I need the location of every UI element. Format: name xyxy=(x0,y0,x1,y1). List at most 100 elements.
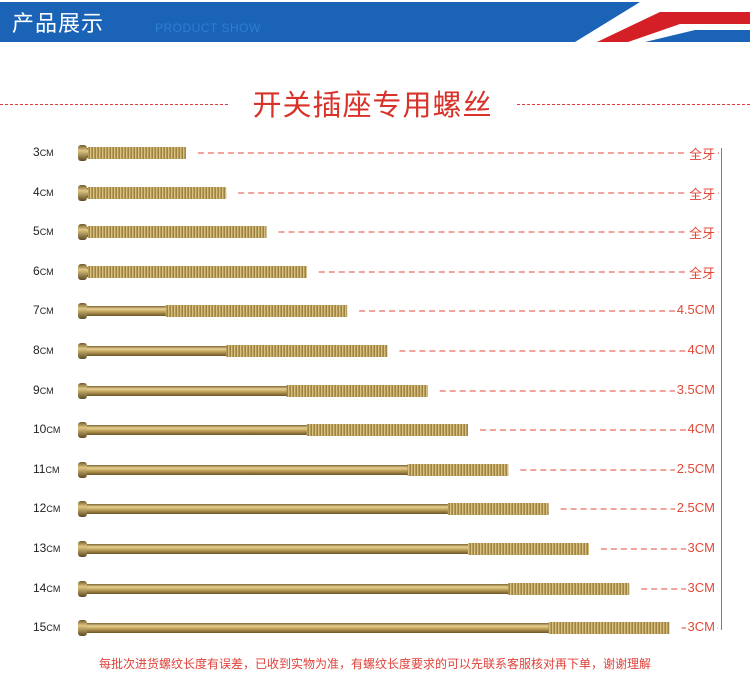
length-value: 4 xyxy=(33,185,40,199)
screw-shank xyxy=(86,386,428,396)
screw-head xyxy=(78,185,87,201)
length-label: 12CM xyxy=(33,501,60,515)
screw-14cm xyxy=(78,581,719,597)
length-value: 5 xyxy=(33,224,40,238)
screw-13cm xyxy=(78,541,719,557)
screw-thread xyxy=(88,226,267,238)
length-unit: CM xyxy=(39,386,54,396)
screw-head xyxy=(78,501,87,517)
screw-shank xyxy=(86,623,670,633)
screw-head xyxy=(78,383,87,399)
length-unit: CM xyxy=(46,544,61,554)
screw-7cm xyxy=(78,303,719,319)
screw-3cm xyxy=(78,145,719,161)
thread-length-tag: 2.5CM xyxy=(674,500,717,515)
length-value: 6 xyxy=(33,264,40,278)
length-value: 11 xyxy=(33,462,46,476)
length-value: 8 xyxy=(33,343,40,357)
length-value: 14 xyxy=(33,581,47,595)
length-unit: CM xyxy=(46,425,61,435)
screw-thread xyxy=(88,187,227,199)
screw-thread xyxy=(286,385,428,397)
screw-thread xyxy=(447,503,549,515)
screw-15cm xyxy=(78,620,719,636)
screw-8cm xyxy=(78,343,719,359)
length-value: 15 xyxy=(33,620,47,634)
length-label: 5CM xyxy=(33,224,54,238)
thread-bracket-line xyxy=(721,148,722,630)
length-unit: CM xyxy=(39,227,54,237)
thread-length-tag: 2.5CM xyxy=(674,461,717,476)
screw-thread xyxy=(306,424,468,436)
screw-9cm xyxy=(78,383,719,399)
screw-4cm xyxy=(78,185,719,201)
length-unit: CM xyxy=(39,306,54,316)
screw-head xyxy=(78,620,87,636)
thread-length-tag: 4CM xyxy=(685,421,717,436)
screw-thread xyxy=(508,583,630,595)
length-label: 9CM xyxy=(33,383,54,397)
length-label: 11CM xyxy=(33,462,59,476)
length-unit: CM xyxy=(46,584,61,594)
thread-length-tag: 4CM xyxy=(685,342,717,357)
screw-head xyxy=(78,224,87,240)
screw-shank xyxy=(86,544,589,554)
length-value: 7 xyxy=(33,303,40,317)
screw-thread xyxy=(407,464,509,476)
screw-thread xyxy=(165,305,348,317)
screw-head xyxy=(78,541,87,557)
thread-length-tag: 全牙 xyxy=(686,144,717,163)
length-unit: CM xyxy=(46,623,61,633)
screw-shank xyxy=(86,584,630,594)
length-label: 13CM xyxy=(33,541,60,555)
screw-thread xyxy=(548,622,670,634)
thread-length-tag: 3CM xyxy=(685,580,717,595)
screw-thread xyxy=(468,543,589,555)
header-banner: 产品展示 PRODUCT SHOW xyxy=(0,0,750,42)
screw-6cm xyxy=(78,264,719,280)
screw-head xyxy=(78,462,87,478)
heading-right-dash xyxy=(517,104,750,105)
screw-thread xyxy=(88,147,186,159)
length-label: 3CM xyxy=(33,145,54,159)
screw-shank xyxy=(86,465,509,475)
screw-shank xyxy=(86,504,549,514)
length-label: 7CM xyxy=(33,303,54,317)
screw-head xyxy=(78,343,87,359)
length-label: 15CM xyxy=(33,620,60,634)
screw-12cm xyxy=(78,501,719,517)
length-value: 13 xyxy=(33,541,47,555)
thread-length-tag: 全牙 xyxy=(686,223,717,242)
thread-length-tag: 4.5CM xyxy=(674,302,717,317)
length-label: 6CM xyxy=(33,264,54,278)
footer-note: 每批次进货螺纹长度有误差，已收到实物为准，有螺纹长度要求的可以先联系客服核对再下… xyxy=(98,657,651,671)
length-value: 10 xyxy=(33,422,47,436)
length-value: 9 xyxy=(33,383,40,397)
thread-length-tag: 3CM xyxy=(685,540,717,555)
section-heading: 开关插座专用螺丝 xyxy=(0,82,750,122)
banner-title: 产品展示 xyxy=(12,12,105,37)
banner-subtitle: PRODUCT SHOW xyxy=(155,21,261,35)
length-unit: CM xyxy=(39,267,54,277)
screw-head xyxy=(78,422,87,438)
screw-10cm xyxy=(78,422,719,438)
length-unit: CM xyxy=(39,188,54,198)
thread-length-tag: 3CM xyxy=(685,619,717,634)
length-value: 3 xyxy=(33,145,40,159)
length-value: 12 xyxy=(33,501,47,515)
thread-length-tag: 3.5CM xyxy=(674,382,717,397)
screw-11cm xyxy=(78,462,719,478)
length-unit: CM xyxy=(46,504,61,514)
thread-length-tag: 全牙 xyxy=(686,184,717,203)
length-label: 10CM xyxy=(33,422,60,436)
screw-thread xyxy=(88,266,307,278)
length-unit: CM xyxy=(45,465,60,475)
length-label: 14CM xyxy=(33,581,60,595)
length-label: 4CM xyxy=(33,185,54,199)
screw-5cm xyxy=(78,224,719,240)
length-unit: CM xyxy=(39,346,54,356)
screw-head xyxy=(78,303,87,319)
heading-left-dash xyxy=(0,104,228,105)
length-unit: CM xyxy=(39,148,54,158)
